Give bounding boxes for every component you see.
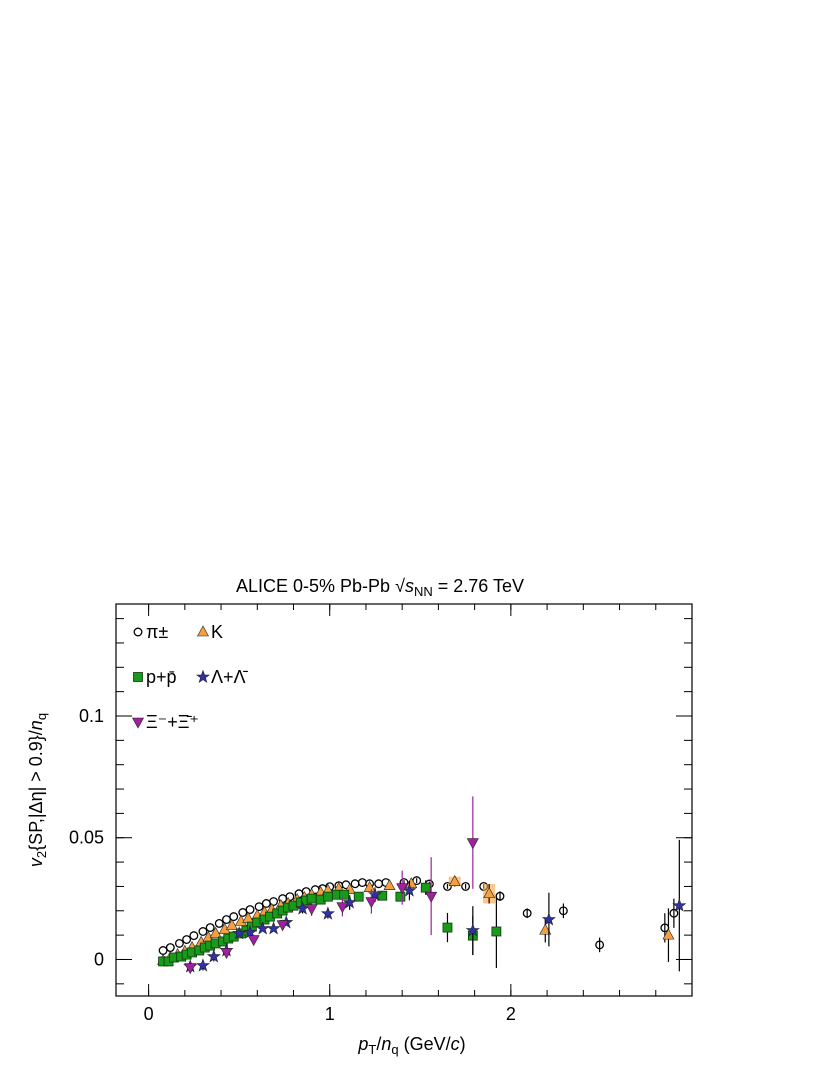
chart-title-part: s — [405, 576, 414, 596]
marker — [225, 919, 238, 930]
marker — [276, 920, 289, 932]
marker — [541, 912, 556, 926]
marker — [336, 902, 349, 914]
x-axis-label-part: p — [357, 1034, 368, 1054]
x-axis-label-part: (GeV/ — [399, 1034, 451, 1054]
x-axis-label-part: ) — [460, 1034, 466, 1054]
marker — [339, 889, 350, 900]
x-axis-label-part: c — [451, 1034, 460, 1054]
legend-label: K — [211, 622, 223, 642]
x-axis-label-part: q — [391, 1042, 398, 1057]
marker — [353, 891, 364, 902]
marker — [539, 923, 552, 935]
marker — [133, 672, 143, 682]
chart-title-part: = 2.76 TeV — [433, 576, 524, 596]
marker — [420, 882, 431, 893]
legend-item: K — [196, 622, 223, 642]
marker — [395, 891, 406, 902]
marker — [365, 897, 378, 909]
marker — [466, 838, 479, 850]
marker — [323, 891, 333, 902]
x-axis-label-part: n — [381, 1034, 391, 1054]
x-tick-label: 1 — [325, 1004, 335, 1024]
marker — [205, 923, 215, 933]
marker — [189, 931, 199, 941]
marker — [195, 958, 210, 972]
marker — [442, 922, 453, 933]
marker — [242, 925, 258, 939]
chart-title-part: NN — [414, 584, 433, 599]
x-axis-label-part: / — [376, 1034, 381, 1054]
legend-label: Ξ⁻+Ξ̄⁺ — [146, 712, 199, 732]
marker — [669, 908, 679, 918]
marker — [320, 906, 335, 920]
marker — [232, 926, 247, 940]
marker — [220, 948, 233, 960]
marker — [174, 938, 184, 948]
chart-title-part: √ — [395, 576, 405, 596]
marker — [558, 906, 568, 916]
marker — [662, 928, 675, 940]
marker — [491, 926, 502, 937]
marker — [209, 926, 222, 938]
marker — [363, 881, 376, 892]
y-axis-label-part: {SP,|Δη| > 0.9}/ — [26, 730, 46, 851]
y-axis-label-part: 2 — [34, 851, 49, 858]
legend-item: Ξ⁻+Ξ̄⁺ — [131, 712, 199, 732]
marker — [196, 625, 210, 637]
marker — [247, 935, 260, 947]
legend-label: π± — [146, 622, 168, 642]
marker — [425, 891, 438, 903]
x-axis-label: pT/nq (GeV/c) — [357, 1034, 465, 1057]
marker — [131, 717, 145, 729]
legend-item: π± — [133, 622, 168, 642]
marker — [222, 915, 231, 924]
marker — [214, 918, 224, 928]
marker — [269, 897, 279, 906]
y-axis-label-part: n — [26, 720, 46, 730]
marker — [396, 883, 409, 895]
marker — [342, 895, 357, 909]
y-axis-label-part: v — [26, 857, 46, 867]
y-tick-label: 0.1 — [79, 706, 104, 726]
marker — [672, 898, 687, 912]
marker — [305, 904, 318, 916]
chart-title-part: ALICE 0-5% Pb-Pb — [236, 576, 395, 596]
marker — [266, 921, 281, 935]
marker — [245, 905, 255, 915]
marker — [254, 902, 264, 912]
marker — [184, 963, 197, 975]
legend-item: Λ+Λ̄ — [195, 667, 249, 687]
plot-frame — [115, 603, 693, 997]
marker — [238, 908, 248, 917]
marker — [383, 879, 396, 891]
x-tick-label: 2 — [506, 1004, 516, 1024]
marker — [206, 949, 221, 963]
marker — [461, 881, 471, 891]
marker — [483, 887, 496, 899]
x-tick-label: 0 — [144, 1004, 154, 1024]
marker — [405, 877, 418, 889]
marker — [182, 935, 192, 944]
marker — [522, 908, 532, 918]
marker — [465, 923, 480, 937]
legend-label: p+p̄ — [146, 667, 177, 687]
y-axis-label: v2{SP,|Δη| > 0.9}/nq — [26, 713, 49, 867]
marker — [595, 940, 605, 950]
y-tick-label: 0 — [94, 949, 104, 969]
marker — [448, 874, 461, 886]
y-tick-label: 0.05 — [69, 828, 104, 848]
marker — [195, 669, 211, 683]
chart-title: ALICE 0-5% Pb-Pb √sNN = 2.76 TeV — [236, 576, 524, 599]
legend-label: Λ+Λ̄ — [211, 667, 249, 687]
x-axis-label-part: T — [368, 1042, 376, 1057]
marker — [133, 627, 143, 637]
marker — [198, 927, 208, 936]
legend-item: p+p̄ — [133, 667, 177, 687]
y-axis-label-part: q — [34, 713, 49, 720]
marker — [229, 912, 239, 922]
